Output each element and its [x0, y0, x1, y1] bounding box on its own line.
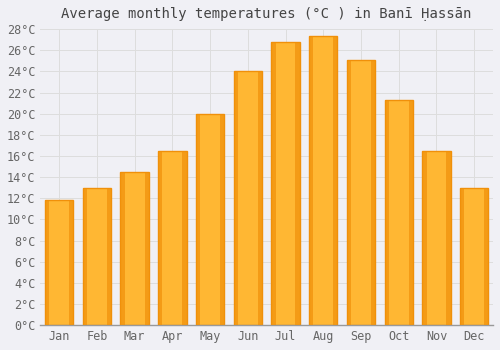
Bar [258, 71, 262, 325]
Bar [107, 188, 111, 325]
Bar [272, 42, 299, 325]
Bar [333, 36, 338, 325]
Bar [69, 201, 73, 325]
Bar [460, 188, 488, 325]
Bar [408, 100, 413, 325]
Bar [371, 60, 375, 325]
Bar [484, 188, 488, 325]
Bar [422, 151, 426, 325]
Bar [182, 151, 186, 325]
Bar [347, 60, 375, 325]
Bar [384, 100, 389, 325]
Bar [272, 42, 276, 325]
Bar [158, 151, 186, 325]
Bar [384, 100, 413, 325]
Bar [120, 172, 149, 325]
Bar [309, 36, 314, 325]
Bar [144, 172, 149, 325]
Bar [347, 60, 351, 325]
Bar [45, 201, 74, 325]
Bar [83, 188, 111, 325]
Bar [196, 114, 200, 325]
Bar [220, 114, 224, 325]
Bar [446, 151, 450, 325]
Bar [158, 151, 162, 325]
Bar [460, 188, 464, 325]
Bar [422, 151, 450, 325]
Bar [309, 36, 338, 325]
Bar [120, 172, 124, 325]
Bar [196, 114, 224, 325]
Bar [234, 71, 262, 325]
Bar [296, 42, 300, 325]
Bar [234, 71, 238, 325]
Bar [45, 201, 50, 325]
Bar [83, 188, 87, 325]
Title: Average monthly temperatures (°C ) in Banī Ḥassān: Average monthly temperatures (°C ) in Ba… [62, 7, 472, 21]
